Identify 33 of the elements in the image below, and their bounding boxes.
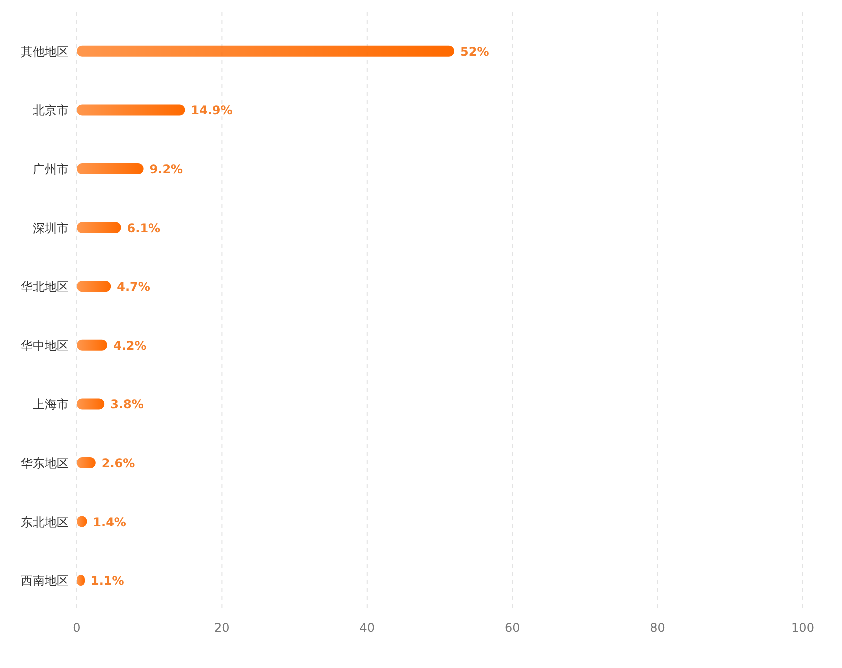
bar [77, 281, 112, 292]
bar [77, 104, 186, 116]
x-tick-label: 80 [650, 621, 666, 635]
data-label: 2.6% [102, 456, 136, 470]
y-tick-label: 北京市 [33, 104, 69, 118]
y-tick-label: 广州市 [33, 162, 69, 176]
y-tick-label: 上海市 [33, 398, 69, 412]
x-tick-label: 40 [360, 621, 376, 635]
y-tick-label: 东北地区 [21, 515, 69, 530]
data-label: 14.9% [191, 104, 233, 118]
bar [77, 398, 105, 410]
data-label: 4.2% [113, 338, 147, 353]
bar [77, 164, 144, 174]
data-label: 1.4% [93, 515, 126, 530]
y-tick-label: 华东地区 [21, 456, 69, 470]
y-tick-label: 深圳市 [33, 221, 69, 236]
data-label: 3.8% [110, 398, 144, 412]
data-label: 1.1% [90, 574, 124, 588]
data-label: 4.7% [117, 280, 150, 294]
y-tick-label: 华中地区 [21, 338, 69, 353]
x-tick-label: 100 [792, 621, 814, 635]
x-tick-label: 60 [504, 621, 520, 635]
x-tick-label: 0 [73, 621, 81, 635]
y-tick-label: 华北地区 [21, 280, 69, 294]
data-label: 6.1% [127, 221, 161, 236]
y-tick-label: 西南地区 [21, 574, 69, 588]
bar [77, 46, 455, 57]
bar [77, 340, 108, 351]
x-tick-label: 20 [214, 621, 230, 635]
bar [77, 222, 122, 234]
data-label: 52% [460, 44, 490, 59]
y-tick-label: 其他地区 [21, 44, 69, 59]
data-label: 9.2% [150, 162, 184, 176]
